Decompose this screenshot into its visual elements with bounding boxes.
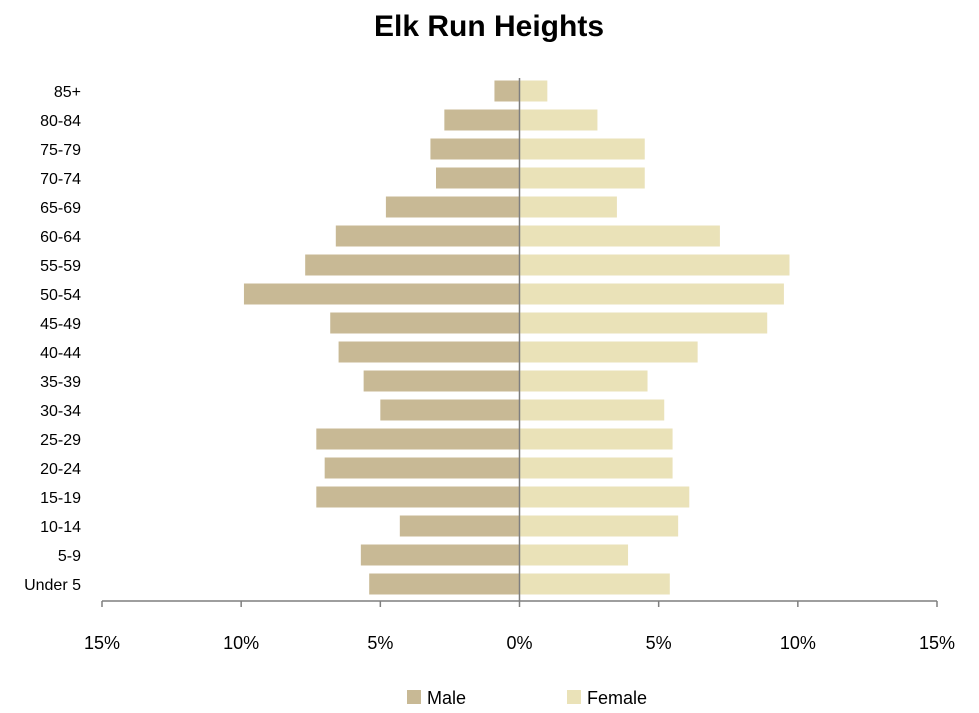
legend: Male Female bbox=[407, 688, 647, 708]
bar-male-50-54 bbox=[243, 283, 520, 305]
bar-female-40-44 bbox=[519, 341, 698, 363]
bar-male-5-9 bbox=[360, 544, 520, 566]
bar-male-under-5 bbox=[369, 573, 520, 595]
x-tick-label: 10% bbox=[780, 633, 816, 653]
bar-male-80-84 bbox=[444, 109, 520, 131]
bar-female-70-74 bbox=[519, 167, 645, 189]
bars-group bbox=[243, 80, 790, 595]
x-tick-label: 10% bbox=[223, 633, 259, 653]
legend-swatch-female bbox=[567, 690, 581, 704]
bar-female-20-24 bbox=[519, 457, 673, 479]
category-label-65-69: 65-69 bbox=[40, 200, 81, 217]
bar-female-35-39 bbox=[519, 370, 648, 392]
bar-female-under-5 bbox=[519, 573, 670, 595]
bar-female-45-49 bbox=[519, 312, 768, 334]
bar-male-70-74 bbox=[436, 167, 520, 189]
x-tick-label: 15% bbox=[84, 633, 120, 653]
category-label-75-79: 75-79 bbox=[40, 142, 81, 159]
bar-male-75-79 bbox=[430, 138, 520, 160]
bar-female-60-64 bbox=[519, 225, 720, 247]
x-tick-label: 0% bbox=[506, 633, 532, 653]
category-label-20-24: 20-24 bbox=[40, 461, 81, 478]
bar-female-85- bbox=[519, 80, 548, 102]
category-labels: 85+ 80-84 75-79 70-74 65-69 60-64 55-59 50-54 45… bbox=[24, 84, 81, 594]
bar-male-65-69 bbox=[385, 196, 520, 218]
bar-female-80-84 bbox=[519, 109, 598, 131]
bar-female-75-79 bbox=[519, 138, 645, 160]
bar-male-30-34 bbox=[380, 399, 520, 421]
x-tick-label: 5% bbox=[646, 633, 672, 653]
bar-male-85- bbox=[494, 80, 520, 102]
bar-male-60-64 bbox=[335, 225, 520, 247]
x-tick-label: 15% bbox=[919, 633, 955, 653]
category-label-70-74: 70-74 bbox=[40, 171, 81, 188]
bar-female-25-29 bbox=[519, 428, 673, 450]
category-label-10-14: 10-14 bbox=[40, 519, 81, 536]
category-label-55-59: 55-59 bbox=[40, 258, 81, 275]
category-label-80-84: 80-84 bbox=[40, 113, 81, 130]
category-label-30-34: 30-34 bbox=[40, 403, 81, 420]
category-label-60-64: 60-64 bbox=[40, 229, 81, 246]
bar-female-15-19 bbox=[519, 486, 690, 508]
bar-male-35-39 bbox=[363, 370, 520, 392]
x-tick-label: 5% bbox=[367, 633, 393, 653]
bar-male-15-19 bbox=[316, 486, 520, 508]
category-label-50-54: 50-54 bbox=[40, 287, 81, 304]
category-label-35-39: 35-39 bbox=[40, 374, 81, 391]
category-label-40-44: 40-44 bbox=[40, 345, 81, 362]
bar-male-45-49 bbox=[330, 312, 520, 334]
legend-label-female: Female bbox=[587, 688, 647, 708]
bar-female-10-14 bbox=[519, 515, 679, 537]
bar-female-65-69 bbox=[519, 196, 617, 218]
bar-female-50-54 bbox=[519, 283, 784, 305]
bar-female-55-59 bbox=[519, 254, 790, 276]
x-axis-ticks: 15% 10% 5% 0% 5% 10% 15% bbox=[84, 601, 955, 653]
category-label-5-9: 5-9 bbox=[58, 548, 81, 565]
category-label-under-5: Under 5 bbox=[24, 577, 81, 594]
bar-male-55-59 bbox=[305, 254, 520, 276]
legend-swatch-male bbox=[407, 690, 421, 704]
bar-male-20-24 bbox=[324, 457, 520, 479]
category-label-25-29: 25-29 bbox=[40, 432, 81, 449]
bar-female-5-9 bbox=[519, 544, 629, 566]
chart-title: Elk Run Heights bbox=[374, 10, 604, 43]
category-label-15-19: 15-19 bbox=[40, 490, 81, 507]
legend-label-male: Male bbox=[427, 688, 466, 708]
bar-male-40-44 bbox=[338, 341, 520, 363]
bar-male-25-29 bbox=[316, 428, 520, 450]
category-label-85-: 85+ bbox=[54, 84, 81, 101]
bar-male-10-14 bbox=[399, 515, 520, 537]
category-label-45-49: 45-49 bbox=[40, 316, 81, 333]
bar-female-30-34 bbox=[519, 399, 665, 421]
